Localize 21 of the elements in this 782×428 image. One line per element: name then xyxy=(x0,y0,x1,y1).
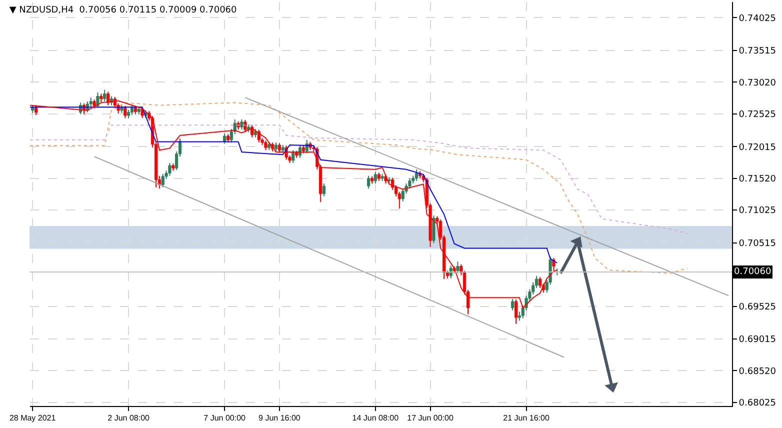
y-tick-label: 0.69015 xyxy=(738,335,776,346)
y-tick-label: 0.70515 xyxy=(738,238,776,249)
ref-line-label: 0.70060 xyxy=(734,267,772,277)
x-tick-label: 28 May 2021 xyxy=(9,414,56,423)
x-tick-label: 17 Jun 00:00 xyxy=(407,414,454,423)
y-tick-label: 0.74025 xyxy=(738,14,776,24)
y-tick-label: 0.71025 xyxy=(738,206,776,216)
x-tick-label: 14 Jun 08:00 xyxy=(352,414,400,423)
y-tick-label: 0.68520 xyxy=(738,366,776,377)
y-tick-label: 0.73020 xyxy=(738,78,776,88)
y-tick-label: 0.72015 xyxy=(738,142,776,153)
y-tick-label: 0.68025 xyxy=(738,398,776,409)
x-tick-label: 2 Jun 08:00 xyxy=(108,414,150,423)
x-tick-label: 9 Jun 16:00 xyxy=(258,414,301,423)
y-tick-label: 0.71520 xyxy=(738,174,776,184)
y-tick-label: 0.73515 xyxy=(738,46,776,57)
y-tick-label: 0.72525 xyxy=(738,110,776,120)
x-tick-label: 21 Jun 16:00 xyxy=(503,414,550,423)
y-tick-label: 0.69525 xyxy=(738,302,776,312)
chart-title: ▼ NZDUSD,H4 0.70056 0.70115 0.70009 0.70060 xyxy=(9,6,238,16)
x-tick-label: 7 Jun 00:00 xyxy=(204,414,246,423)
